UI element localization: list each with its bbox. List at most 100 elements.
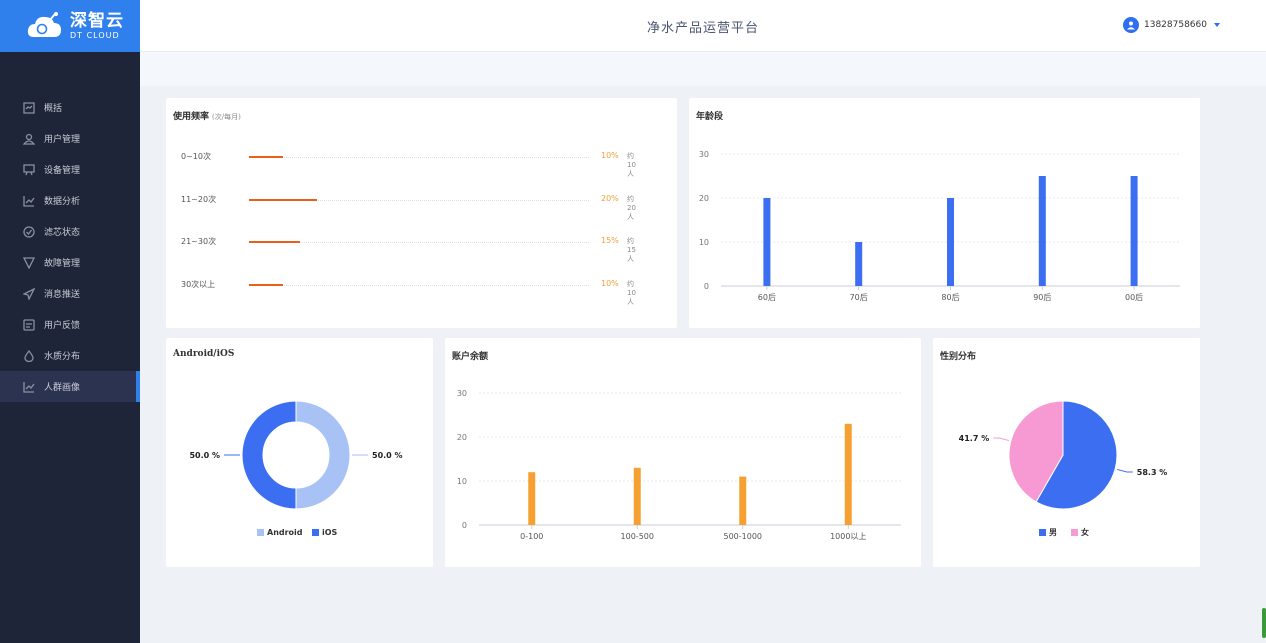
legend-label[interactable]: iOS — [322, 528, 338, 537]
usage-row-bar — [249, 241, 300, 243]
sidebar: 深智云 DT CLOUD 概括 用户管理 设备管理 数据分析 滤芯状态 故障管理 — [0, 0, 140, 643]
legend-swatch[interactable] — [312, 529, 319, 536]
platform-donut-chart: 50.0 % 50.0 % Android iOS — [189, 400, 403, 537]
sub-toolbar — [140, 52, 1266, 86]
send-icon — [23, 287, 35, 300]
legend-label[interactable]: 男 — [1049, 528, 1057, 537]
balance-title: 账户余额 — [452, 352, 489, 362]
gender-pie-chart: 58.3 % 41.7 % 男 女 — [959, 400, 1167, 537]
bar[interactable] — [844, 423, 852, 525]
username: 13828758660 — [1144, 20, 1207, 30]
y-tick-label: 30 — [457, 389, 467, 398]
pie-slice[interactable] — [1008, 400, 1064, 503]
sidebar-item-users[interactable]: 用户管理 — [0, 123, 140, 154]
bar[interactable] — [1038, 176, 1046, 286]
avatar-icon — [1123, 17, 1139, 33]
sidebar-item-label: 滤芯状态 — [44, 228, 81, 238]
bar[interactable] — [947, 198, 954, 286]
logo-cn: 深智云 — [70, 10, 124, 31]
x-tick-label: 00后 — [1125, 292, 1143, 302]
sidebar-item-label: 人群画像 — [44, 383, 81, 393]
sidebar-item-label: 用户反馈 — [44, 321, 81, 331]
usage-row-bar — [249, 156, 283, 158]
age-title: 年龄段 — [696, 112, 724, 122]
x-tick-label: 90后 — [1033, 292, 1051, 302]
sidebar-item-devices[interactable]: 设备管理 — [0, 154, 140, 185]
sidebar-item-user-profile[interactable]: 人群画像 — [0, 371, 140, 402]
overview-icon — [23, 101, 35, 114]
sidebar-item-faults[interactable]: 故障管理 — [0, 247, 140, 278]
check-circle-icon — [23, 225, 35, 238]
chevron-down-icon[interactable] — [1214, 23, 1220, 27]
bar[interactable] — [763, 198, 771, 286]
usage-row: 11~20次 20% 约20人 — [181, 194, 641, 221]
usage-row-percent: 10% — [601, 151, 619, 160]
slice-value-label: 50.0 % — [189, 451, 220, 460]
brand-logo[interactable]: 深智云 DT CLOUD — [0, 0, 140, 52]
usage-row-track — [249, 199, 589, 201]
sidebar-item-feedback[interactable]: 用户反馈 — [0, 309, 140, 340]
sidebar-item-label: 设备管理 — [44, 166, 81, 176]
legend-swatch[interactable] — [1039, 529, 1046, 536]
y-tick-label: 20 — [457, 433, 467, 442]
bar[interactable] — [633, 467, 641, 525]
top-header: 净水产品运营平台 13828758660 — [140, 0, 1266, 52]
legend-swatch[interactable] — [257, 529, 264, 536]
usage-row-percent: 10% — [601, 278, 619, 288]
feedback-icon — [23, 318, 35, 331]
x-tick-label: 0-100 — [520, 532, 543, 541]
y-tick-label: 0 — [704, 282, 709, 291]
sidebar-item-filter-status[interactable]: 滤芯状态 — [0, 216, 140, 247]
sidebar-item-overview[interactable]: 概括 — [0, 92, 140, 123]
bar[interactable] — [528, 472, 536, 525]
usage-row: 21~30次 15% 约15人 — [181, 236, 641, 263]
sidebar-item-label: 概括 — [44, 104, 63, 114]
logo-en: DT CLOUD — [70, 30, 120, 40]
usage-row-count: 约15人 — [627, 237, 636, 263]
scroll-indicator[interactable] — [1262, 608, 1266, 638]
pie-slice[interactable] — [241, 400, 297, 510]
device-icon — [23, 163, 35, 176]
user-menu[interactable]: 13828758660 — [1123, 17, 1220, 33]
usage-row-track — [249, 284, 589, 286]
usage-title: 使用频率 — [173, 112, 210, 122]
usage-frequency-card: 使用频率 (次/每月) 0~10次 10% 约10人 11~20次 20% 约20人 21~3… — [166, 98, 677, 328]
sidebar-item-label: 水质分布 — [44, 352, 81, 362]
legend-label[interactable]: Android — [267, 528, 303, 537]
bar[interactable] — [1130, 176, 1138, 286]
slice-value-label: 50.0 % — [372, 451, 403, 460]
x-tick-label: 70后 — [850, 292, 868, 302]
usage-row: 30次以上 10% 约10人 — [181, 278, 641, 306]
cloud-logo-icon — [26, 11, 64, 41]
pie-slice[interactable] — [1035, 400, 1118, 510]
sidebar-item-analytics[interactable]: 数据分析 — [0, 185, 140, 216]
usage-row-count: 约20人 — [627, 194, 636, 221]
pie-slice[interactable] — [295, 400, 351, 510]
bar[interactable] — [739, 476, 747, 525]
y-tick-label: 30 — [699, 150, 709, 159]
legend-swatch[interactable] — [1071, 529, 1078, 536]
usage-row-label: 21~30次 — [181, 237, 217, 246]
y-tick-label: 20 — [699, 194, 709, 203]
balance-card: 账户余额 0 10 20 30 0-100 100-500 500-1000 1000以上 — [445, 338, 921, 567]
sidebar-item-label: 用户管理 — [44, 135, 81, 145]
balance-bar-chart: 0 10 20 30 0-100 100-500 500-1000 1000以上 — [457, 389, 901, 541]
usage-title-wrap: 使用频率 (次/每月) — [173, 109, 241, 122]
legend-label[interactable]: 女 — [1081, 527, 1089, 537]
drop-icon — [23, 349, 35, 362]
bar[interactable] — [855, 242, 863, 286]
x-tick-label: 500-1000 — [723, 532, 762, 541]
usage-row-bar — [249, 283, 283, 286]
filter-icon — [23, 256, 35, 269]
chart-icon — [23, 195, 35, 207]
y-tick-label: 0 — [462, 521, 467, 530]
usage-row-label: 0~10次 — [181, 152, 211, 161]
usage-row-percent: 15% — [601, 236, 619, 245]
sidebar-item-water-quality[interactable]: 水质分布 — [0, 340, 140, 371]
usage-row-track — [249, 157, 589, 158]
y-tick-label: 10 — [699, 238, 709, 247]
y-tick-label: 10 — [457, 477, 467, 486]
usage-row-count: 约10人 — [627, 152, 636, 178]
sidebar-item-push[interactable]: 消息推送 — [0, 278, 140, 309]
x-tick-label: 1000以上 — [830, 532, 866, 541]
